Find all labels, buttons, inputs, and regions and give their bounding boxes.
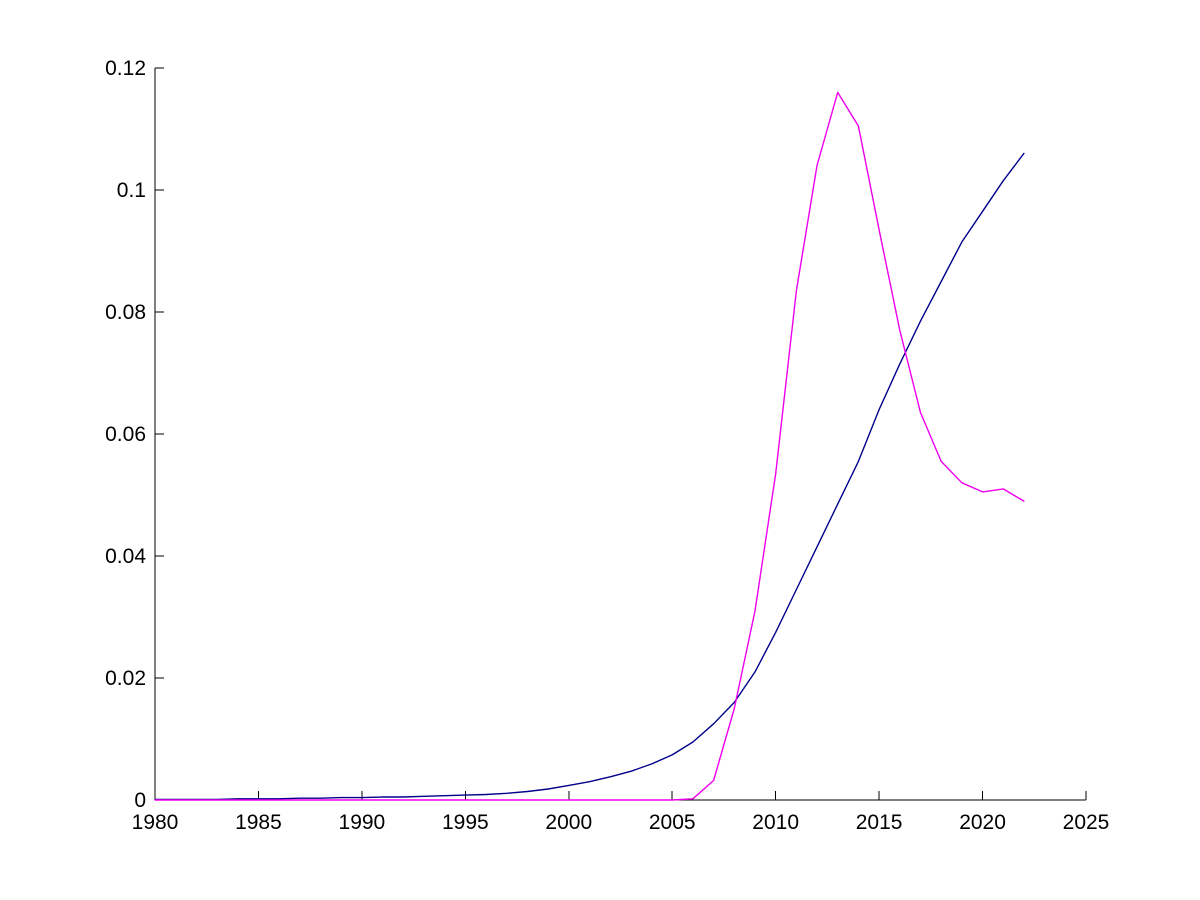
y-tick-label: 0.08: [105, 301, 146, 324]
y-tick-label: 0.12: [105, 57, 146, 80]
x-tick-label: 1985: [235, 811, 282, 834]
y-tick-label: 0.1: [117, 179, 146, 202]
x-tick-label: 2025: [1063, 811, 1110, 834]
x-tick-label: 2005: [649, 811, 696, 834]
y-tick-label: 0: [134, 789, 146, 812]
x-tick-label: 2020: [959, 811, 1006, 834]
x-tick-label: 2010: [752, 811, 799, 834]
series-magenta-line: [154, 91, 1025, 801]
y-tick-label: 0.06: [105, 423, 146, 446]
y-tick-label: 0.04: [105, 545, 146, 568]
y-tick-label: 0.02: [105, 667, 146, 690]
x-tick-label: 1990: [339, 811, 386, 834]
x-tick-label: 1980: [132, 811, 179, 834]
axes: 1980 1985 1990 1995 2000 2005 2010 2015 2020 2025…: [105, 57, 1109, 834]
series-dark-blue-line: [154, 152, 1025, 801]
x-tick-label: 2000: [545, 811, 592, 834]
x-tick-label: 2015: [856, 811, 903, 834]
x-tick-label: 1995: [442, 811, 489, 834]
line-series: [154, 91, 1025, 801]
